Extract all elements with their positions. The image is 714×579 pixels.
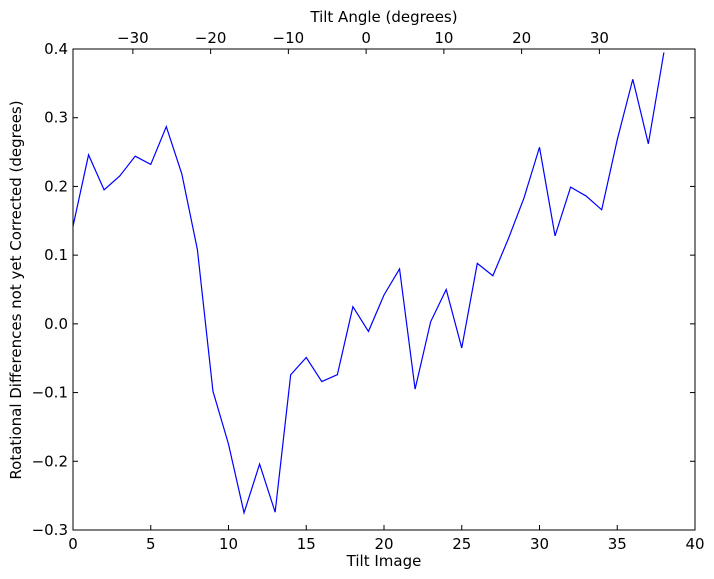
y-tick-label: 0.3 <box>44 109 68 127</box>
series-group <box>72 52 665 516</box>
top-tick-label: 20 <box>512 29 531 47</box>
top-tick-label: −30 <box>117 29 149 47</box>
y-tick-label: 0.0 <box>44 315 68 333</box>
axis-ticks <box>72 48 696 531</box>
tick-labels: 0 5 10 15 20 25 30 35 40 −0.3 −0.2 −0.1 0.0 0.1 0.2 0.3… <box>32 29 705 553</box>
series-line <box>72 52 665 516</box>
top-axis-title: Tilt Angle (degrees) <box>309 8 457 26</box>
top-tick-label: 0 <box>361 29 371 47</box>
plot-frame <box>72 48 696 531</box>
y-tick-label: −0.2 <box>32 452 68 470</box>
x-tick-label: 15 <box>297 535 316 553</box>
top-tick-label: −20 <box>195 29 227 47</box>
x-tick-label: 40 <box>685 535 704 553</box>
y-tick-label: 0.4 <box>44 40 68 58</box>
x-tick-label: 35 <box>608 535 627 553</box>
y-axis-title: Rotational Differences not yet Corrected… <box>7 100 25 479</box>
top-tick-label: 10 <box>434 29 453 47</box>
x-tick-label: 10 <box>219 535 238 553</box>
x-tick-label: 25 <box>452 535 471 553</box>
x-tick-label: 30 <box>530 535 549 553</box>
y-tick-label: −0.3 <box>32 521 68 539</box>
x-axis-title: Tilt Image <box>346 552 422 570</box>
top-tick-label: 30 <box>590 29 609 47</box>
y-tick-label: 0.1 <box>44 246 68 264</box>
y-tick-label: 0.2 <box>44 177 68 195</box>
y-tick-label: −0.1 <box>32 384 68 402</box>
x-tick-label: 0 <box>68 535 78 553</box>
top-tick-label: −10 <box>273 29 305 47</box>
x-tick-label: 5 <box>146 535 156 553</box>
x-tick-label: 20 <box>374 535 393 553</box>
